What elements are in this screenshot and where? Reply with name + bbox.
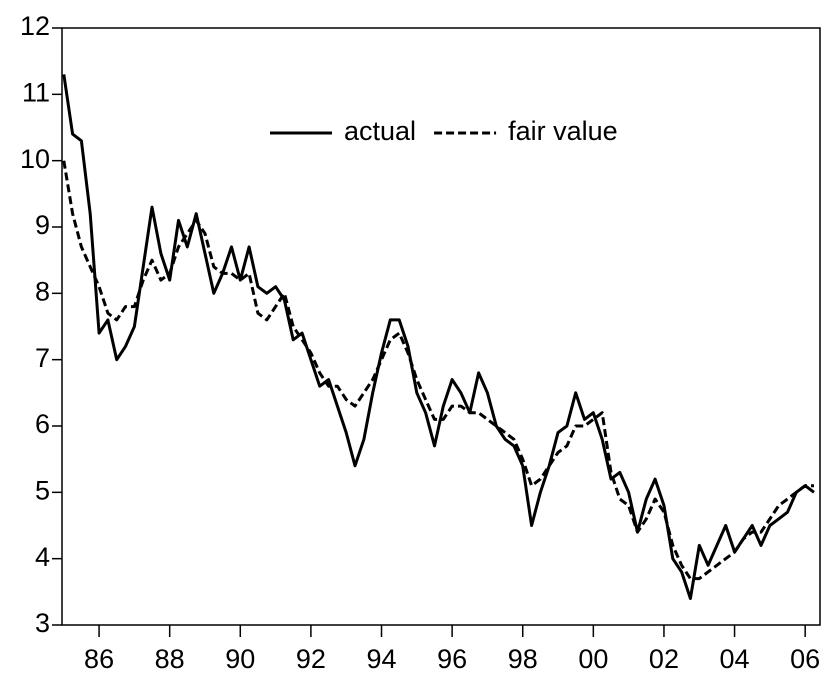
y-tick-label: 3 [35, 608, 50, 638]
x-tick-label: 00 [578, 644, 608, 674]
plot-frame [61, 27, 821, 626]
x-tick-label: 94 [366, 644, 396, 674]
x-tick-label: 96 [437, 644, 467, 674]
series-line [62, 160, 814, 581]
y-tick-label: 9 [35, 210, 50, 240]
x-tick-label: 98 [508, 644, 538, 674]
y-tick-label: 6 [35, 409, 50, 439]
y-tick-label: 5 [35, 475, 50, 505]
y-tick-label: 4 [35, 542, 50, 572]
legend-label: fair value [508, 116, 618, 146]
y-tick-label: 11 [22, 77, 50, 107]
x-tick-label: 86 [84, 644, 114, 674]
x-tick-label: 02 [649, 644, 679, 674]
y-tick-label: 7 [35, 343, 50, 373]
x-tick-label: 06 [790, 644, 820, 674]
y-tick-label: 8 [35, 276, 50, 306]
legend-label: actual [344, 116, 416, 146]
x-tick-label: 90 [225, 644, 255, 674]
series-line [62, 74, 815, 600]
x-tick-label: 92 [296, 644, 326, 674]
y-tick-label: 10 [20, 144, 50, 174]
y-tick-label: 12 [20, 11, 50, 41]
x-tick-label: 88 [155, 644, 185, 674]
x-tick-label: 04 [720, 644, 750, 674]
